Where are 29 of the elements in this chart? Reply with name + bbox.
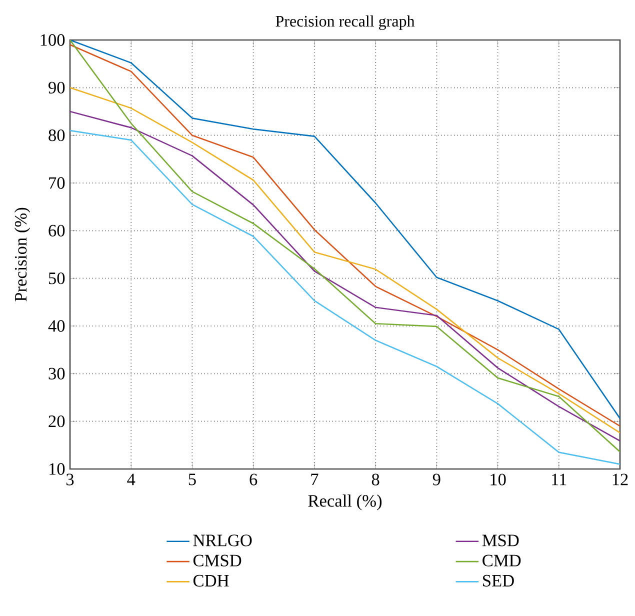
- y-tick-label: 40: [48, 320, 65, 332]
- x-tick-label: 12: [612, 474, 628, 486]
- x-tick-label: 4: [127, 474, 136, 486]
- x-tick-label: 7: [311, 474, 318, 486]
- y-tick-label: 70: [49, 177, 65, 189]
- y-tick-label: 80: [48, 129, 65, 142]
- y-tick-label: 10: [49, 463, 65, 475]
- y-tick-label: 60: [48, 224, 65, 236]
- y-axis-title: Precision (%): [14, 208, 30, 302]
- legend-label: CDH: [193, 574, 229, 587]
- x-axis-title: Recall (%): [308, 494, 382, 510]
- x-tick-label: 6: [250, 474, 258, 486]
- x-tick-label: 9: [432, 474, 440, 486]
- legend-label: MSD: [482, 534, 519, 546]
- y-tick-label: 30: [48, 368, 65, 380]
- legend-label: CMD: [482, 554, 521, 566]
- x-tick-label: 10: [490, 474, 506, 486]
- legend-label: NRLGO: [193, 534, 252, 546]
- x-tick-label: 5: [188, 474, 196, 486]
- legend-label: CMSD: [193, 554, 242, 566]
- x-tick-label: 3: [66, 474, 74, 486]
- chart-title: Precision recall graph: [276, 15, 415, 30]
- y-tick-label: 90: [48, 82, 65, 94]
- y-tick-label: 50: [48, 272, 65, 284]
- y-tick-label: 100: [40, 34, 65, 46]
- legend-label: SED: [483, 574, 514, 587]
- x-tick-label: 8: [372, 474, 380, 486]
- x-tick-label: 11: [552, 474, 566, 486]
- y-tick-label: 20: [48, 415, 65, 428]
